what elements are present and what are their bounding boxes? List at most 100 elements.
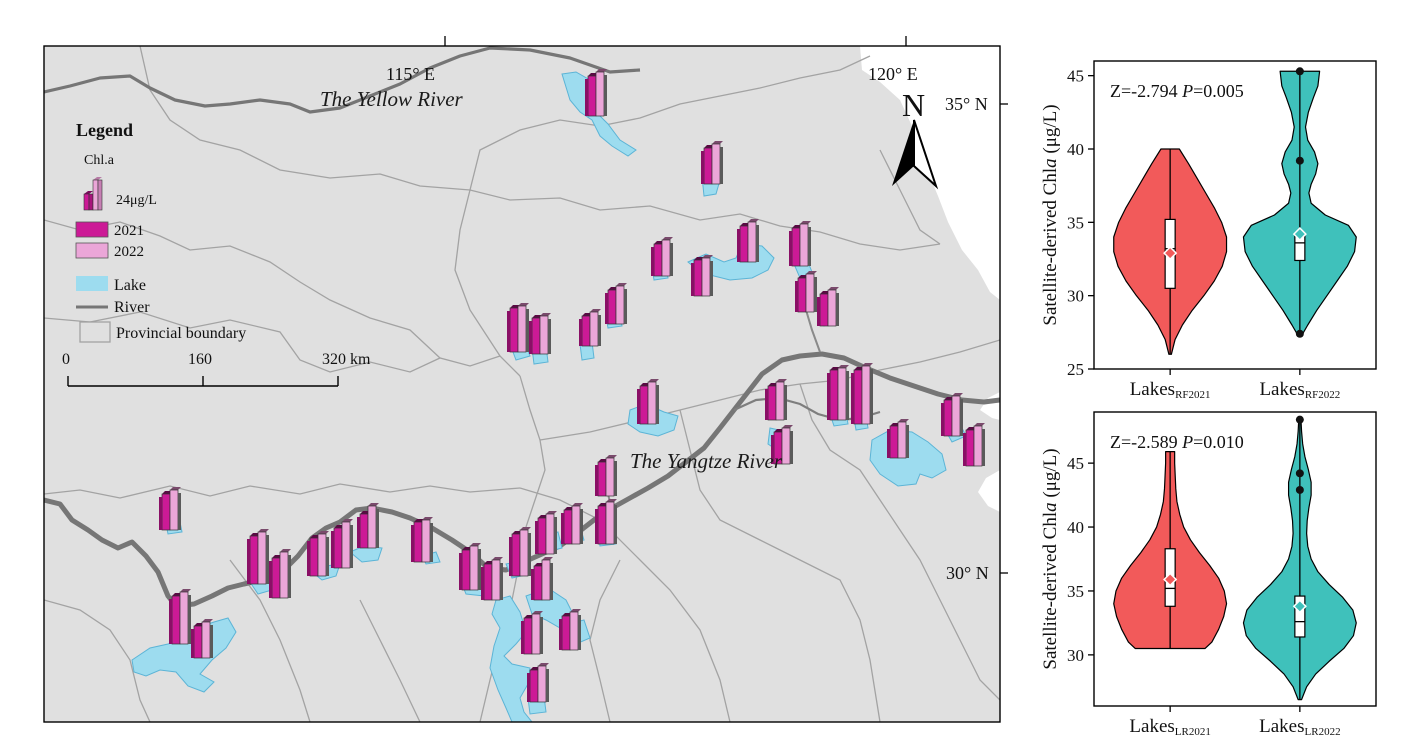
violin-outlier: [1295, 156, 1304, 165]
bar-2022-side: [210, 625, 213, 658]
bar-2021-side: [357, 517, 360, 548]
chl-bar-pair: [941, 393, 963, 437]
bar-2022-side: [528, 533, 531, 576]
violin-outlier: [1295, 469, 1304, 478]
chl-bar-pair: [559, 609, 581, 651]
chl-bar-pair: [247, 529, 269, 585]
stat-annotation: Z=-2.589 P=0.010: [1110, 432, 1244, 452]
bar-2021-side: [559, 619, 562, 650]
bar-2022-top: [898, 419, 909, 422]
bar-2022-side: [288, 555, 291, 598]
y-tick-label: 25: [1067, 360, 1084, 379]
bar-2022-side: [540, 617, 543, 654]
legend-scale-value: 24μg/L: [116, 193, 157, 208]
bar-2021-side: [887, 429, 890, 458]
legend-scale-bar-icon: [83, 177, 103, 211]
lon-label-115: 115° E: [386, 64, 435, 84]
y-tick-label: 30: [1067, 287, 1084, 306]
violin-outlier: [1295, 485, 1304, 494]
bar-2022-side: [808, 227, 811, 266]
bar-2022-top: [712, 141, 723, 144]
bar-2021-side: [691, 263, 694, 296]
legend-2022-label: 2022: [114, 244, 144, 260]
bar-2022-side: [814, 277, 817, 312]
bar-2022-top: [616, 283, 627, 286]
bar-2022-side: [656, 385, 659, 424]
bar-2022-top: [952, 393, 963, 396]
violin-plot-frame: [1093, 411, 1377, 707]
bar-2022-top: [258, 529, 269, 532]
bar-2022-top: [648, 379, 659, 382]
chl-bar-pair: [827, 365, 849, 421]
bar-2022-top: [546, 511, 557, 514]
bar-2022-side: [790, 431, 793, 464]
bar-2022-side: [578, 615, 581, 650]
scale-bar: [67, 376, 339, 387]
violin-outlier: [1295, 329, 1304, 338]
scale-tick-160: 160: [188, 351, 212, 368]
bar-2022-top: [280, 549, 291, 552]
bar-2022-side: [836, 293, 839, 326]
bar-2021-side: [535, 521, 538, 554]
chl-bar-pair: [535, 511, 557, 555]
chl-bar-pair: [887, 419, 909, 459]
bar-2022-top: [606, 455, 617, 458]
bar-2022-side: [598, 315, 601, 346]
bar-2021-side: [789, 231, 792, 266]
chl-bar-pair: [817, 287, 839, 327]
map-frame: [43, 45, 1001, 723]
legend-lake-swatch: [76, 276, 108, 291]
bar-2021-side: [595, 509, 598, 544]
chl-bar-pair: [521, 611, 543, 655]
bar-2021-side: [795, 281, 798, 312]
chl-bar-pair: [651, 237, 673, 277]
violin-mean-marker: [1292, 227, 1307, 242]
bar-2021-side: [579, 319, 582, 346]
violin-outlier: [1295, 415, 1304, 424]
sea-area-south: [978, 392, 1000, 512]
bar-2022-side: [500, 563, 503, 600]
bar-2021-side: [771, 435, 774, 464]
bar-2022-top: [570, 609, 581, 612]
y-tick-label: 35: [1067, 582, 1084, 601]
chl-bar-pair: [701, 141, 723, 185]
bar-2021-side: [459, 553, 462, 590]
bar-2021-side: [605, 293, 608, 324]
bar-2022-side: [846, 371, 849, 420]
violin-outlier: [1295, 67, 1304, 76]
bar-2021-side: [651, 247, 654, 276]
bar-2021-side: [247, 539, 250, 584]
bar-2022-top: [862, 363, 873, 366]
bar-2022-side: [178, 493, 181, 530]
bar-2021-side: [851, 373, 854, 424]
bar-2022-top: [828, 287, 839, 290]
y-tick-label: 40: [1067, 140, 1084, 159]
bar-2022-side: [624, 289, 627, 324]
bar-2021-side: [169, 599, 172, 644]
chl-bar-pair: [331, 519, 353, 569]
bar-2022-side: [546, 669, 549, 702]
chl-bar-pair: [527, 663, 549, 703]
bar-2022-side: [326, 537, 329, 576]
bar-2021-side: [963, 433, 966, 466]
bar-2022-side: [614, 461, 617, 496]
bar-2022-side: [188, 595, 191, 644]
legend-boundary-swatch: [79, 321, 111, 343]
stat-annotation: Z=-2.794 P=0.005: [1110, 81, 1244, 101]
bar-2022-side: [756, 225, 759, 262]
bar-2021-side: [765, 389, 768, 420]
lat-label-30: 30° N: [946, 563, 989, 583]
bar-2022-top: [470, 543, 481, 546]
chl-bar-pair: [789, 221, 811, 267]
chl-bar-pair: [765, 379, 787, 421]
chl-bar-pair: [191, 619, 213, 659]
x-tick-label: LakesRF2021: [1130, 379, 1211, 400]
bar-2022-side: [870, 369, 873, 424]
bar-2022-top: [572, 503, 583, 506]
bar-2022-side: [960, 399, 963, 436]
yangtze-river-label: The Yangtze River: [630, 449, 783, 473]
chl-bar-pair: [481, 557, 503, 601]
y-tick-label: 40: [1067, 518, 1084, 537]
chl-bar-pair: [529, 313, 551, 355]
north-label: N: [902, 87, 925, 123]
